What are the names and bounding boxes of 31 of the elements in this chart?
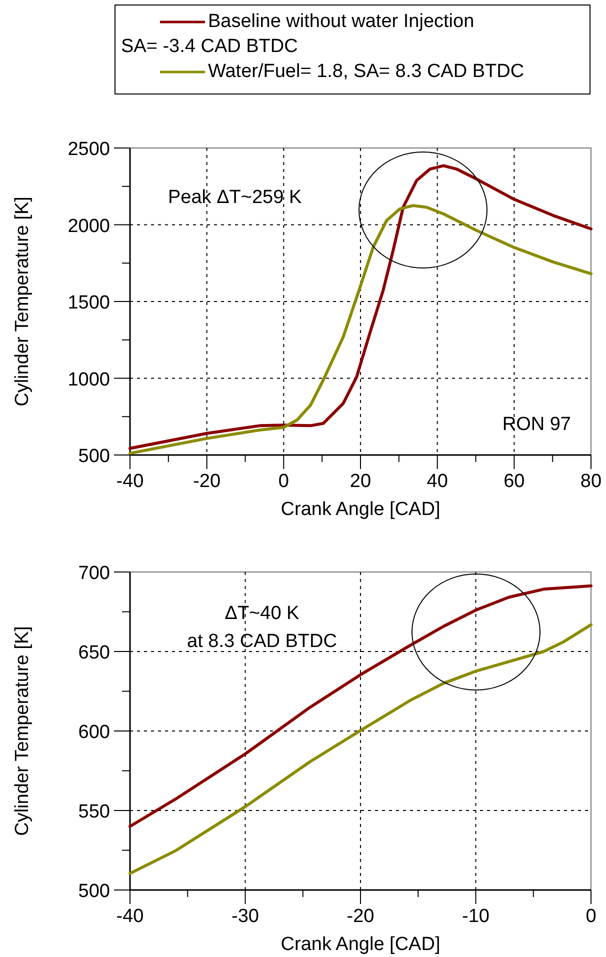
x-tick-label: -30 xyxy=(232,906,259,927)
annotation: RON 97 xyxy=(502,414,571,435)
x-tick-label: 60 xyxy=(504,471,525,492)
x-tick-label: -20 xyxy=(193,471,221,492)
annotation: Peak ΔT~259 K xyxy=(168,187,302,208)
x-tick-label: -40 xyxy=(116,906,144,927)
y-tick-label: 1500 xyxy=(68,292,110,314)
y-tick-label: 500 xyxy=(78,446,110,467)
y-tick-label: 2000 xyxy=(68,216,110,237)
x-axis-title: Crank Angle [CAD] xyxy=(280,934,440,955)
y-tick-label: 600 xyxy=(78,722,110,743)
legend-label: Water/Fuel= 1.8, SA= 8.3 CAD BTDC xyxy=(208,61,524,82)
y-tick-label: 500 xyxy=(78,881,110,902)
y-tick-label: 1000 xyxy=(68,369,110,390)
x-tick-label: -20 xyxy=(346,906,374,927)
x-tick-label: 20 xyxy=(350,471,372,492)
x-tick-label: 80 xyxy=(580,471,602,492)
x-tick-label: -10 xyxy=(462,906,490,927)
x-tick-label: 0 xyxy=(586,906,596,927)
y-tick-label: 650 xyxy=(78,642,110,664)
x-tick-label: 40 xyxy=(426,471,448,492)
x-tick-label: -40 xyxy=(116,471,144,492)
y-tick-label: 700 xyxy=(78,563,110,584)
legend-label: Baseline without water Injection SA= -3.4 CAD BTDC xyxy=(121,11,474,57)
y-tick-label: 550 xyxy=(78,802,110,822)
y-axis-title: Cylinder Temperature [K] xyxy=(12,196,33,406)
x-axis-title: Crank Angle [CAD] xyxy=(280,499,440,520)
x-tick-label: 0 xyxy=(278,471,289,492)
y-axis-title: Cylinder Temperature [K] xyxy=(12,626,33,836)
annotation: ΔT~40 K at 8.3 CAD BTDC xyxy=(187,603,337,652)
y-tick-label: 2500 xyxy=(68,139,110,160)
